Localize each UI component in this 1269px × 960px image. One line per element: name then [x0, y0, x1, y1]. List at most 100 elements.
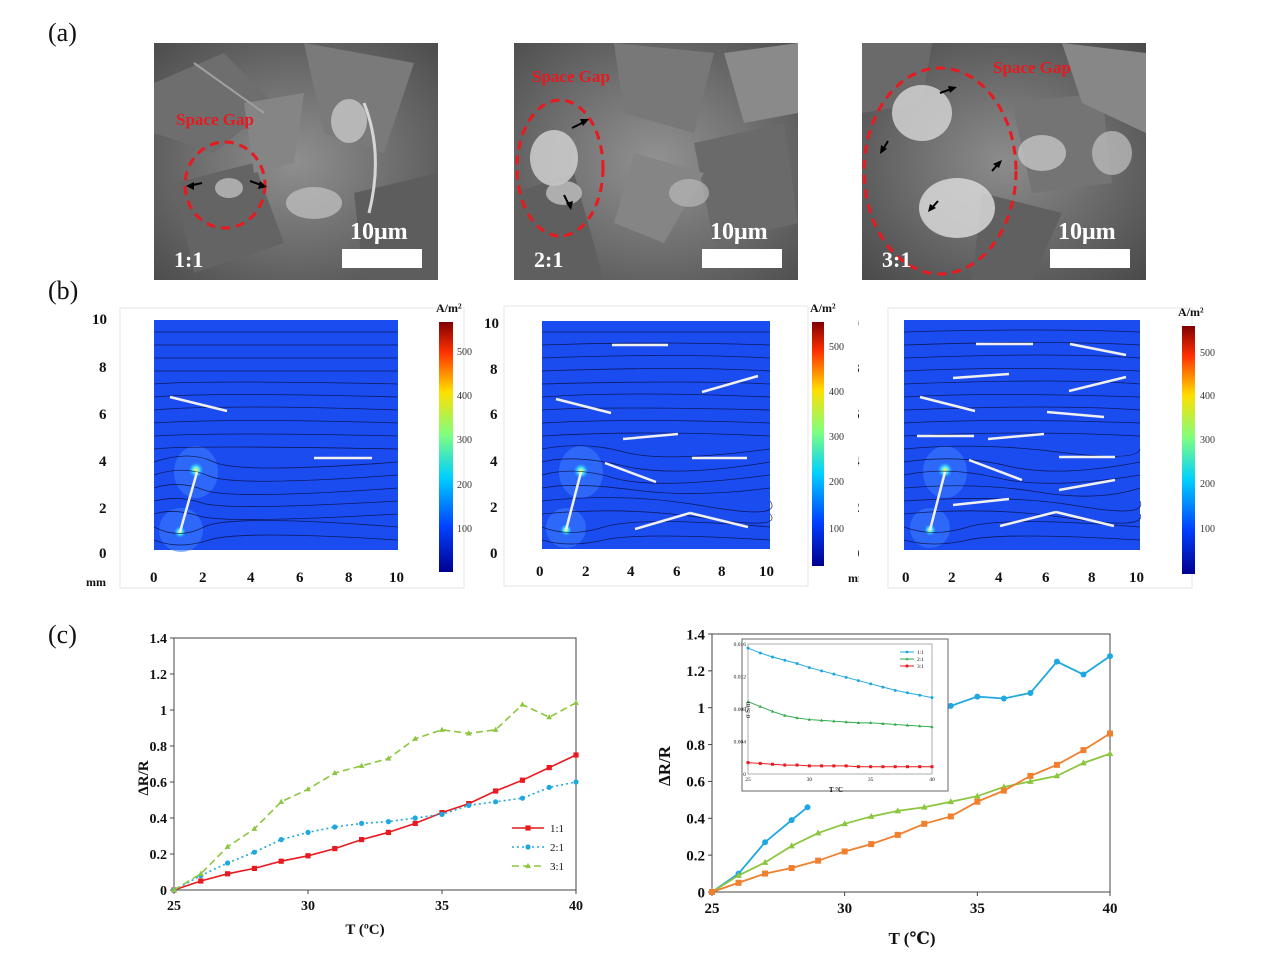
data-point — [332, 846, 338, 852]
svg-text:10: 10 — [389, 570, 404, 586]
data-point — [1080, 759, 1087, 766]
data-point — [171, 886, 177, 893]
x-tick-label: 40 — [1103, 901, 1118, 917]
ratio-label: 2:1 — [534, 247, 563, 272]
data-point — [856, 765, 860, 769]
series-line — [711, 752, 1111, 893]
data-point — [251, 865, 257, 871]
svg-text:10: 10 — [92, 312, 107, 328]
svg-text:0: 0 — [902, 570, 910, 586]
data-point — [807, 764, 811, 768]
x-tick-label: 25 — [705, 901, 720, 917]
data-point — [905, 650, 909, 654]
data-point — [881, 721, 885, 725]
data-point — [1107, 730, 1113, 737]
y-tick-label: 1.2 — [150, 668, 168, 683]
simulation-3-1: 10 8 6 4 2 0 0 2 4 6 8 10 A/m² 100 200 3… — [858, 305, 1215, 589]
data-point — [492, 726, 499, 732]
svg-text:2: 2 — [948, 570, 956, 586]
data-point — [525, 862, 531, 869]
inset-legend-label: 1:1 — [917, 650, 924, 656]
data-point — [225, 871, 231, 877]
data-point — [525, 825, 531, 831]
data-point — [519, 777, 525, 783]
svg-text:100: 100 — [1200, 524, 1215, 535]
colorbar — [439, 322, 453, 572]
data-point — [930, 725, 934, 729]
inset-x-tick-label: 35 — [868, 777, 874, 783]
data-point — [905, 691, 909, 695]
y-axis-label: ΔR/R — [136, 760, 152, 795]
inset-y-tick-label: 0.008 — [734, 707, 747, 713]
data-point — [930, 696, 934, 700]
panel-label-b: (b) — [48, 276, 79, 305]
data-point — [225, 860, 231, 866]
svg-text:200: 200 — [457, 480, 472, 491]
panel-label-a: (a) — [48, 18, 77, 47]
svg-text:400: 400 — [1200, 391, 1215, 402]
inset-x-tick-label: 25 — [745, 777, 751, 783]
data-point — [814, 829, 822, 836]
ratio-label: 1:1 — [174, 247, 203, 272]
sem-image-3-1: Space Gap 10μm 3:1 — [862, 43, 1146, 280]
simulation-2-1: 10 8 6 4 2 0 0 2 4 6 8 10 mm A/m² 100 20… — [484, 301, 859, 587]
data-point — [332, 824, 338, 830]
data-point — [1053, 761, 1060, 768]
data-point — [947, 813, 954, 820]
data-point — [385, 819, 391, 825]
data-point — [197, 870, 204, 876]
data-point — [832, 764, 836, 768]
data-point — [1080, 747, 1087, 754]
data-point — [358, 762, 365, 768]
data-point — [278, 837, 284, 843]
data-point — [832, 719, 836, 723]
svg-text:4: 4 — [99, 454, 107, 470]
inset-x-tick-label: 30 — [807, 777, 813, 783]
data-point — [761, 858, 769, 865]
data-point — [974, 792, 981, 799]
data-point — [746, 761, 750, 765]
y-tick-label: 0.8 — [686, 738, 705, 754]
space-gap-label: Space Gap — [993, 58, 1071, 77]
inset-y-tick-label: 0 — [743, 772, 746, 778]
legend-label: 1:1 — [550, 823, 564, 835]
data-point — [439, 726, 445, 732]
data-point — [573, 752, 579, 758]
series-line — [747, 701, 933, 728]
data-point — [305, 853, 311, 859]
inset-legend-label: 2:1 — [917, 657, 924, 663]
series-line — [173, 702, 577, 891]
data-point — [278, 858, 284, 864]
y-tick-label: 1 — [698, 701, 706, 717]
data-point — [546, 714, 553, 720]
data-point — [844, 720, 848, 724]
data-point — [573, 779, 579, 785]
data-point — [905, 723, 910, 727]
inset-plot-area — [747, 643, 933, 775]
data-point — [819, 718, 824, 722]
data-point — [466, 802, 472, 808]
colorbar-unit: A/m² — [1178, 305, 1204, 319]
svg-text:6: 6 — [673, 564, 681, 580]
data-point — [746, 699, 750, 703]
svg-text:400: 400 — [457, 391, 472, 402]
svg-text:8: 8 — [1088, 570, 1096, 586]
x-tick-label: 35 — [435, 899, 449, 914]
data-point — [894, 831, 901, 838]
data-point — [519, 701, 526, 707]
data-point — [1053, 658, 1060, 665]
svg-text:0: 0 — [150, 570, 158, 586]
svg-text:0: 0 — [99, 546, 107, 562]
svg-text:4: 4 — [627, 564, 635, 580]
scale-bar — [702, 249, 782, 268]
svg-text:0: 0 — [490, 546, 498, 562]
data-point — [844, 764, 848, 768]
scale-label: 10μm — [1058, 219, 1116, 245]
sem-image-2-1: Space Gap 10μm 2:1 — [514, 43, 798, 280]
y-tick-label: 0.2 — [150, 848, 168, 863]
data-point — [278, 798, 285, 804]
data-point — [856, 679, 860, 683]
data-point — [573, 699, 579, 705]
data-point — [385, 829, 391, 835]
svg-text:2: 2 — [490, 500, 498, 516]
